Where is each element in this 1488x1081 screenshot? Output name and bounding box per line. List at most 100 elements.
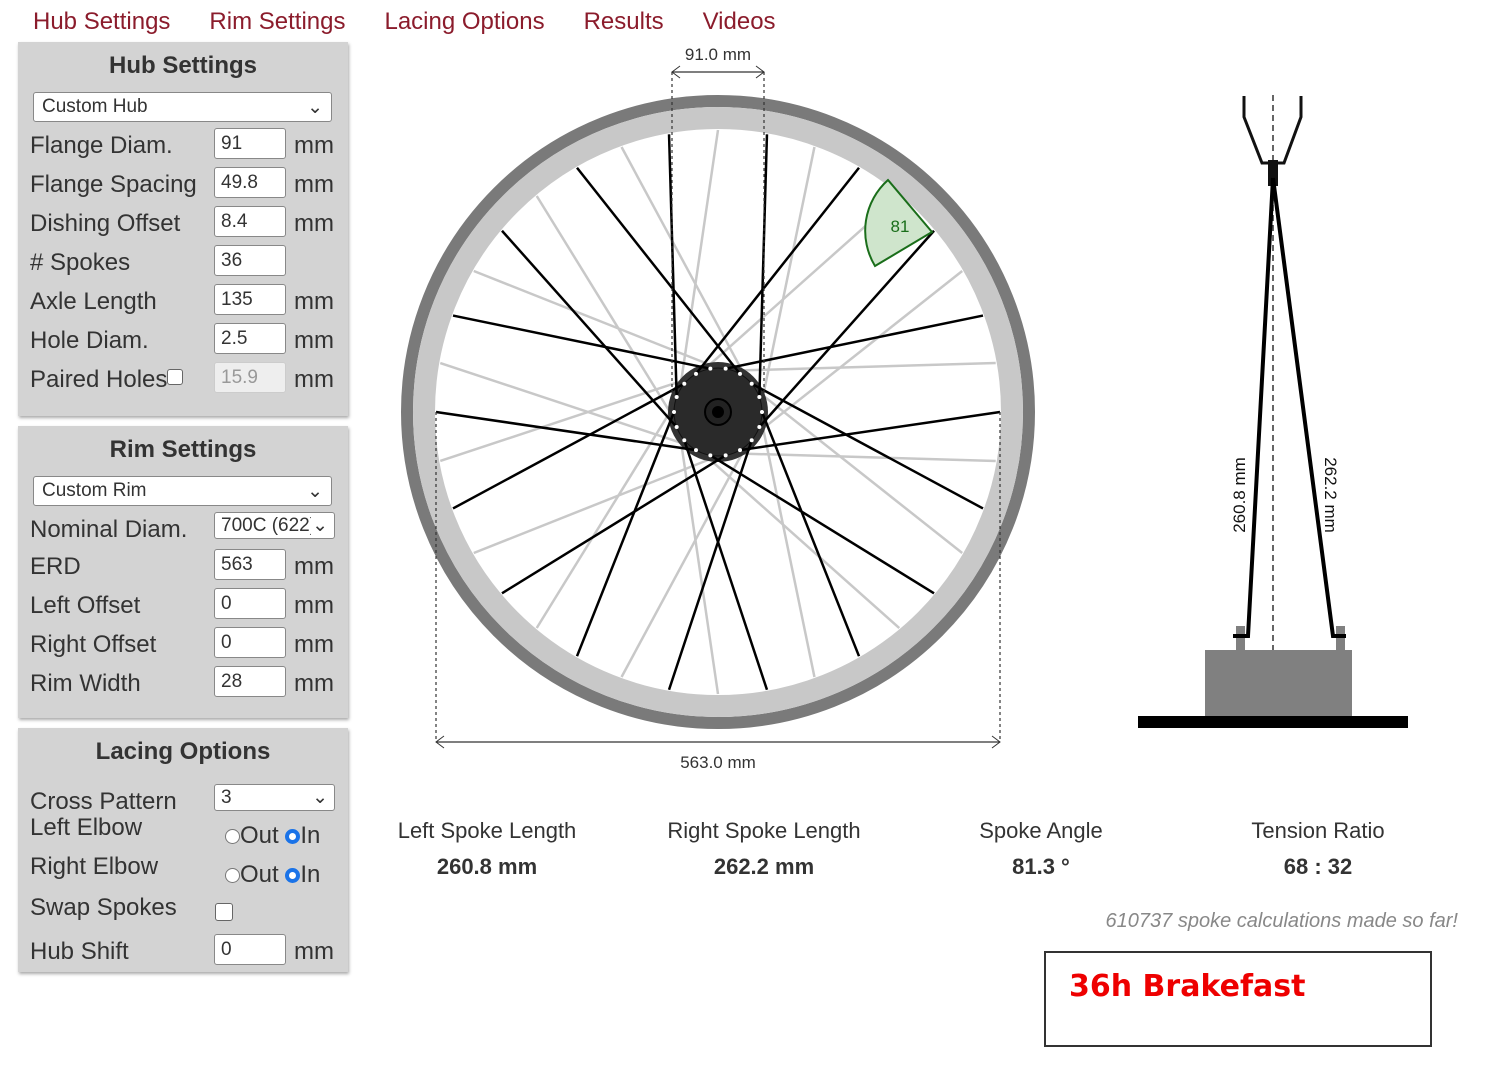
result-value: 68 : 32: [1283, 854, 1353, 879]
radio-label: In: [300, 822, 321, 849]
nominal-diam-select[interactable]: 700C (622) ⌄: [214, 512, 335, 539]
left-elbow-out-radio[interactable]: [225, 828, 240, 844]
side-view: 260.8 mm 262.2 mm: [1138, 95, 1408, 728]
left-flange: [1236, 626, 1245, 650]
front-spoke: [758, 134, 769, 397]
front-spoke: [452, 382, 685, 510]
field-input[interactable]: [214, 549, 286, 580]
hub-hole: [738, 448, 742, 453]
hub-hole: [723, 453, 728, 458]
rim-preset-select[interactable]: Custom Rim ⌄: [33, 476, 332, 506]
hub-hole: [723, 366, 728, 371]
back-spoke: [620, 146, 748, 379]
nav-hub-settings[interactable]: Hub Settings: [33, 8, 171, 35]
hub-shift-row: Hub Shift mm: [18, 934, 348, 973]
field-label: Nominal Diam.: [30, 516, 188, 543]
field-label: ERD: [30, 553, 81, 580]
result-title: Spoke Angle: [979, 818, 1103, 843]
front-spoke: [695, 167, 860, 375]
field-input[interactable]: [214, 588, 286, 619]
field-label: Right Elbow: [30, 853, 159, 880]
back-spoke: [678, 433, 720, 695]
select-value: 700C (622): [221, 514, 311, 536]
front-spoke: [709, 454, 935, 595]
paired-holes-input[interactable]: [214, 362, 286, 393]
field-row: Dishing Offset mm: [18, 206, 348, 245]
back-spoke: [620, 445, 748, 678]
back-spoke: [473, 269, 719, 370]
hub-hole: [694, 371, 698, 376]
erd-dimension-label: 563.0 mm: [680, 753, 756, 772]
hub-settings-panel: Hub Settings Custom Hub⌄ Flange Diam.mmF…: [18, 42, 348, 416]
result-right-spoke: Right Spoke Length 262.2 mm: [634, 818, 894, 880]
nav-results[interactable]: Results: [583, 8, 664, 35]
field-label: Hub Shift: [30, 938, 129, 965]
paired-holes-checkbox[interactable]: [167, 369, 184, 385]
spoke-angle-label: 81: [891, 217, 910, 236]
hub-hole: [708, 366, 713, 371]
result-value: 260.8 mm: [436, 854, 538, 879]
front-spoke: [435, 410, 697, 452]
spoke-angle-wedge: [864, 178, 934, 268]
hub-hole: [674, 394, 679, 399]
unit-label: mm: [294, 132, 334, 159]
back-spoke: [733, 452, 996, 463]
hub-preset-select[interactable]: Custom Hub ⌄: [33, 92, 332, 122]
right-flange: [1336, 626, 1345, 650]
swap-spokes-checkbox[interactable]: [215, 903, 233, 921]
front-spoke: [575, 411, 676, 657]
unit-label: mm: [294, 366, 334, 393]
unit-label: mm: [294, 631, 334, 658]
field-label: Right Offset: [30, 631, 157, 658]
field-input[interactable]: [214, 128, 286, 159]
left-spoke-length-label: 260.8 mm: [1230, 457, 1249, 533]
hub-hole: [757, 394, 762, 399]
field-label: Flange Spacing: [30, 171, 197, 198]
flange-dimension-label: 91.0 mm: [685, 45, 751, 64]
field-label: Flange Diam.: [30, 132, 173, 159]
unit-label: mm: [294, 592, 334, 619]
field-label: # Spokes: [30, 249, 131, 276]
field-input[interactable]: [214, 167, 286, 198]
hub-shell: [668, 362, 768, 462]
nominal-diam-row: Nominal Diam. 700C (622) ⌄: [18, 512, 348, 549]
nipple: [1268, 160, 1278, 186]
hub-hole: [674, 425, 679, 430]
field-row: Hole Diam. mm: [18, 323, 348, 362]
front-spoke: [501, 229, 678, 428]
select-value: Custom Rim: [42, 480, 147, 501]
nav-rim-settings[interactable]: Rim Settings: [209, 8, 346, 35]
result-tension-ratio: Tension Ratio 68 : 32: [1188, 818, 1448, 880]
front-spoke: [452, 314, 711, 370]
field-input[interactable]: [214, 245, 286, 276]
cross-pattern-select[interactable]: 3 ⌄: [214, 784, 335, 811]
tire: [401, 95, 1035, 729]
back-spoke: [702, 195, 901, 372]
unit-label: mm: [294, 210, 334, 237]
result-title: Left Spoke Length: [397, 818, 577, 843]
left-elbow-in-radio[interactable]: [285, 828, 301, 844]
swap-spokes-row: Swap Spokes: [18, 894, 348, 934]
panel-title: Hub Settings: [109, 52, 257, 79]
back-spoke: [755, 389, 963, 554]
field-row: Left Offset mm: [18, 588, 348, 627]
field-input[interactable]: [214, 206, 286, 237]
nav-videos[interactable]: Videos: [702, 8, 776, 35]
hub-body: [1205, 650, 1352, 718]
hub-shift-input[interactable]: [214, 934, 286, 965]
field-row: Axle Length mm: [18, 284, 348, 323]
result-value: 81.3 °: [1012, 854, 1070, 879]
field-input[interactable]: [214, 323, 286, 354]
field-row: Flange Diam. mm: [18, 128, 348, 167]
field-input[interactable]: [214, 666, 286, 697]
right-elbow-in-radio[interactable]: [285, 867, 301, 883]
axle: [704, 398, 732, 426]
field-input[interactable]: [214, 284, 286, 315]
nav-lacing-options[interactable]: Lacing Options: [384, 8, 545, 35]
front-spoke: [667, 439, 753, 691]
front-spoke: [739, 410, 1001, 452]
paired-holes-label: Paired Holes: [30, 366, 168, 393]
right-elbow-out-radio[interactable]: [225, 867, 240, 883]
unit-label: mm: [294, 171, 334, 198]
field-input[interactable]: [214, 627, 286, 658]
